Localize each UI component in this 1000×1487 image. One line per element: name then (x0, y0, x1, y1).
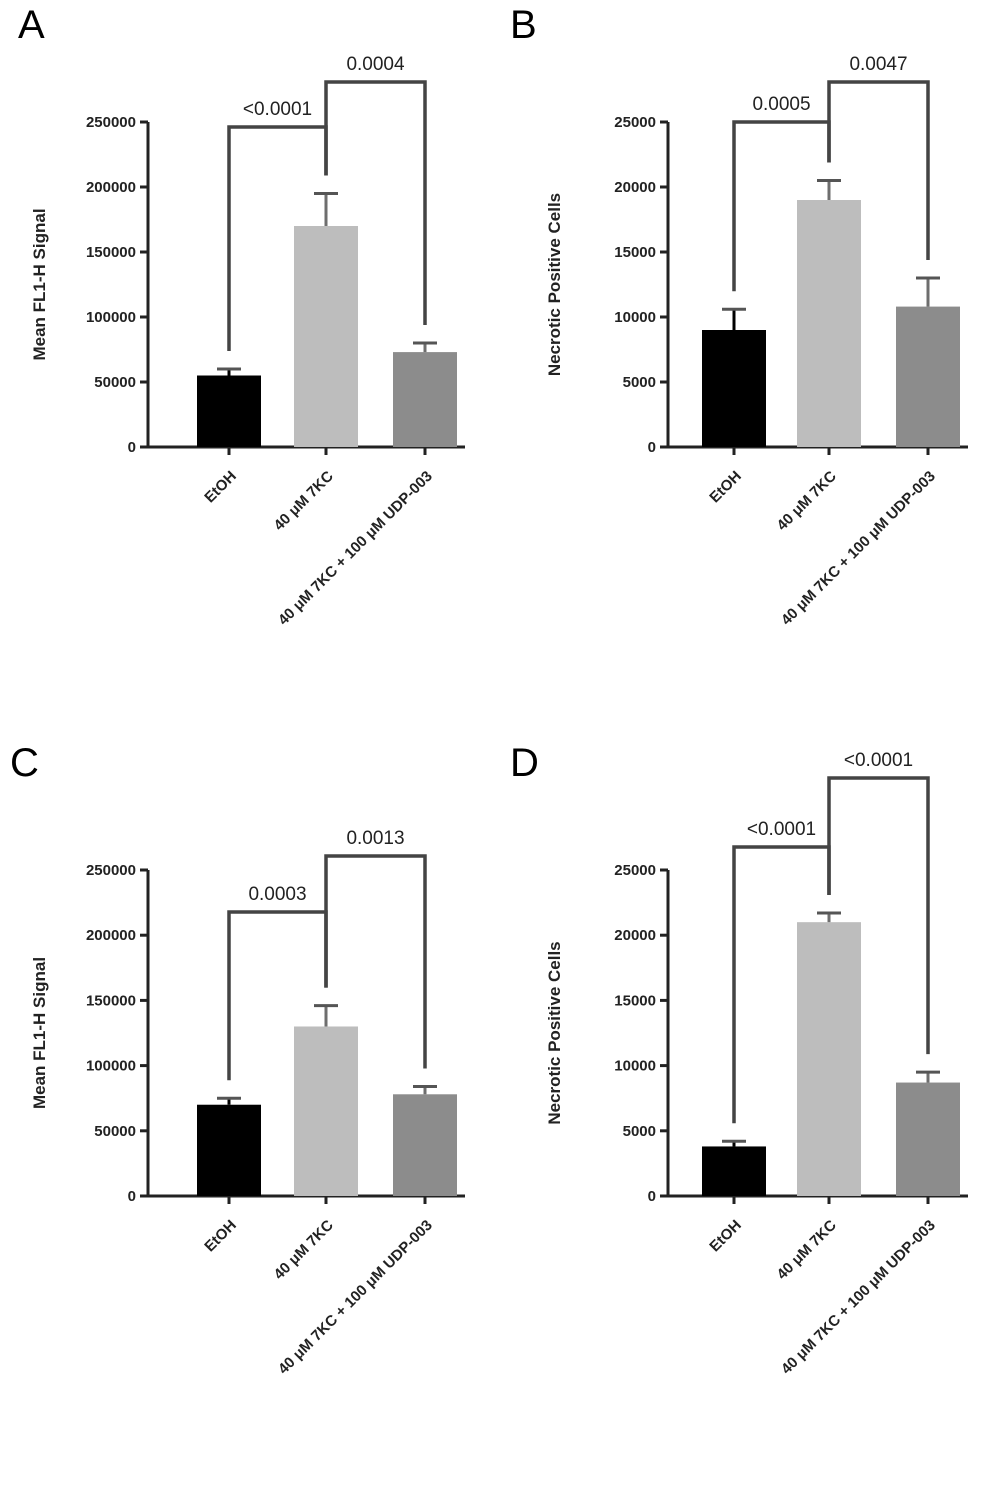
bar-2 (294, 226, 358, 447)
bar-2 (797, 922, 861, 1196)
x-tick-label: 40 μM 7KC + 100 μM UDP-003 (275, 1217, 436, 1378)
bar-2 (294, 1026, 358, 1196)
y-tick-label: 25000 (614, 114, 656, 131)
p-value-label: <0.0001 (243, 99, 312, 120)
bar-1 (702, 330, 766, 447)
chart-panel-a: A 0 50000 100000 150000 200000 250000 Mean FL1-… (18, 3, 465, 629)
bar-3 (896, 306, 960, 447)
x-tick-label: EtOH (201, 1217, 240, 1256)
y-tick-label: 250000 (86, 114, 136, 131)
bar-2 (797, 200, 861, 447)
y-tick-label: 100000 (86, 1058, 136, 1075)
significance-bracket (324, 80, 427, 325)
y-tick-label: 0 (128, 1188, 136, 1205)
y-tick-label: 50000 (94, 374, 136, 391)
y-tick-label: 50000 (94, 1123, 136, 1140)
bar-1 (702, 1146, 766, 1196)
y-tick-label: 5000 (623, 374, 656, 391)
x-tick-label: 40 μM 7KC + 100 μM UDP-003 (778, 1217, 939, 1378)
p-value-label: 0.0047 (849, 54, 907, 75)
y-tick-label: 5000 (623, 1123, 656, 1140)
y-tick-label: 15000 (614, 992, 656, 1009)
x-tick-label: 40 μM 7KC (774, 1217, 840, 1283)
panel-letter: B (510, 3, 537, 47)
x-tick-label: EtOH (201, 468, 240, 507)
y-axis-title: Necrotic Positive Cells (545, 193, 564, 376)
y-tick-label: 10000 (614, 1058, 656, 1075)
p-value-label: 0.0003 (248, 884, 306, 905)
y-tick-label: 150000 (86, 992, 136, 1009)
p-value-label: 0.0004 (346, 54, 405, 75)
y-tick-label: 15000 (614, 244, 656, 261)
y-tick-label: 20000 (614, 927, 656, 944)
y-tick-label: 0 (648, 1188, 656, 1205)
chart-panel-c: C 0 50000 100000 150000 200000 250000 Mean FL1-… (10, 741, 465, 1378)
p-value-label: <0.0001 (747, 819, 816, 840)
panel-letter: D (510, 741, 539, 785)
y-axis-title: Mean FL1-H Signal (30, 957, 49, 1109)
p-value-label: <0.0001 (844, 750, 913, 771)
bar-1 (197, 1104, 261, 1196)
significance-bracket (324, 854, 427, 1069)
y-tick-label: 25000 (614, 862, 656, 879)
chart-panel-b: B 0 5000 10000 15000 20000 25000 Necrotic Posit… (510, 3, 968, 629)
y-tick-label: 10000 (614, 309, 656, 326)
significance-bracket (827, 80, 930, 260)
y-tick-label: 0 (128, 439, 136, 456)
chart-panel-d: D 0 5000 10000 15000 20000 25000 Necrotic Posit… (510, 741, 968, 1378)
x-tick-label: 40 μM 7KC (271, 468, 337, 534)
bar-3 (393, 1094, 457, 1196)
x-tick-label: 40 μM 7KC + 100 μM UDP-003 (275, 468, 436, 629)
panel-letter: A (18, 3, 45, 47)
x-tick-label: 40 μM 7KC + 100 μM UDP-003 (778, 468, 939, 629)
y-tick-label: 20000 (614, 179, 656, 196)
y-tick-label: 200000 (86, 927, 136, 944)
panel-letter: C (10, 741, 39, 785)
y-tick-label: 250000 (86, 862, 136, 879)
y-tick-label: 150000 (86, 244, 136, 261)
y-axis-title: Necrotic Positive Cells (545, 941, 564, 1124)
y-tick-label: 100000 (86, 309, 136, 326)
y-tick-label: 0 (648, 439, 656, 456)
p-value-label: 0.0013 (346, 828, 404, 849)
y-axis-title: Mean FL1-H Signal (30, 208, 49, 360)
bar-1 (197, 375, 261, 447)
x-tick-label: EtOH (706, 1217, 745, 1256)
p-value-label: 0.0005 (752, 94, 810, 115)
x-tick-label: 40 μM 7KC (774, 468, 840, 534)
x-tick-label: 40 μM 7KC (271, 1217, 337, 1283)
x-tick-label: EtOH (706, 468, 745, 507)
y-tick-label: 200000 (86, 179, 136, 196)
bar-3 (393, 352, 457, 447)
bar-3 (896, 1082, 960, 1196)
significance-bracket (827, 776, 930, 1055)
